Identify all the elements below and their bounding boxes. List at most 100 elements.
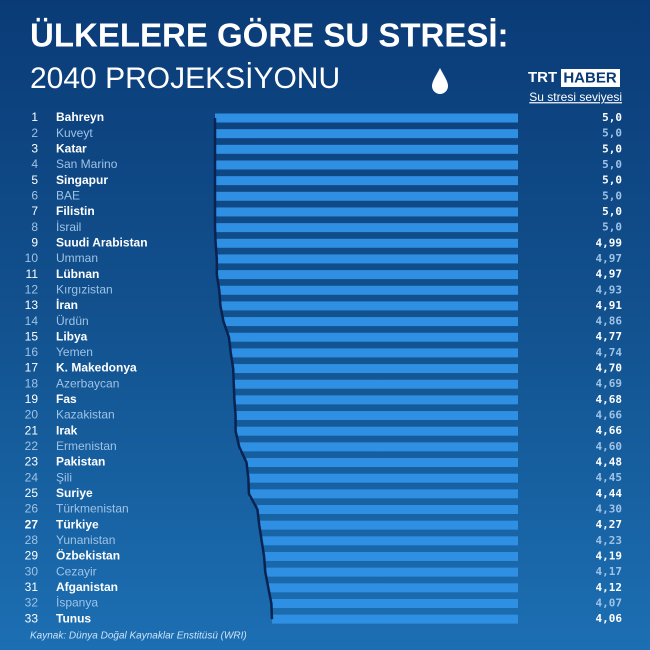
bar: [234, 395, 518, 405]
category-label: Türkiye: [56, 517, 99, 531]
bar: [230, 348, 519, 358]
value-label: 4,44: [596, 487, 623, 500]
category-label: İsrail: [56, 220, 81, 234]
bar: [248, 489, 518, 499]
bar: [246, 458, 518, 468]
category-label: BAE: [56, 188, 80, 202]
category-label: Şili: [56, 470, 72, 484]
bar: [265, 567, 518, 577]
bar: [261, 536, 518, 546]
rank-label: 21: [25, 423, 39, 437]
value-label: 4,27: [596, 518, 623, 531]
bar: [257, 505, 518, 514]
bar: [223, 317, 518, 327]
rank-label: 5: [31, 173, 38, 187]
rank-label: 24: [25, 470, 39, 484]
value-label: 4,74: [596, 346, 623, 359]
category-label: Kuveyt: [56, 126, 93, 140]
value-label: 4,99: [596, 236, 623, 249]
bar: [215, 238, 518, 248]
rank-label: 13: [25, 298, 39, 312]
category-label: Kazakistan: [56, 408, 115, 422]
value-label: 4,07: [596, 596, 623, 609]
value-label: 4,12: [596, 581, 623, 594]
rank-label: 11: [26, 267, 39, 281]
value-label: 4,66: [596, 409, 623, 422]
bar: [271, 614, 518, 624]
rank-label: 18: [25, 376, 39, 390]
rank-label: 28: [25, 533, 39, 547]
rank-label: 33: [25, 611, 39, 625]
rank-label: 16: [25, 345, 39, 359]
value-label: 5,0: [602, 158, 622, 171]
category-label: Ermenistan: [56, 439, 117, 453]
rank-label: 22: [25, 439, 39, 453]
bar: [216, 270, 518, 280]
rank-label: 9: [31, 235, 38, 249]
rank-label: 27: [25, 517, 39, 531]
category-label: Afganistan: [56, 580, 118, 594]
value-label: 4,06: [596, 612, 623, 625]
category-label: Yemen: [56, 345, 93, 359]
category-label: Irak: [56, 423, 78, 437]
value-label: 4,48: [596, 456, 623, 469]
rank-label: 12: [25, 282, 39, 296]
category-label: Türkmenistan: [56, 502, 129, 516]
rank-label: 15: [25, 329, 39, 343]
value-label: 5,0: [602, 221, 622, 234]
category-label: Bahreyn: [56, 110, 104, 124]
category-label: Suriye: [56, 486, 93, 500]
category-label: Suudi Arabistan: [56, 235, 148, 249]
category-label: Tunus: [56, 611, 91, 625]
category-label: Pakistan: [56, 455, 105, 469]
bar: [233, 364, 518, 374]
value-label: 4,97: [596, 252, 623, 265]
rank-label: 10: [25, 251, 39, 265]
category-label: San Marino: [56, 157, 118, 171]
logo-box: [561, 69, 620, 87]
category-label: Azerbaycan: [56, 376, 119, 390]
value-label: 4,60: [596, 440, 623, 453]
value-label: 5,0: [602, 111, 622, 124]
category-label: Lübnan: [56, 267, 99, 281]
source: Kaynak: Dünya Doğal Kaynaklar Enstitüsü …: [30, 631, 247, 642]
bar: [259, 520, 518, 530]
category-label: Cezayir: [56, 564, 97, 578]
value-label: 4,69: [596, 377, 623, 390]
rank-label: 19: [25, 392, 39, 406]
category-label: Umman: [56, 251, 98, 265]
category-label: Filistin: [56, 204, 95, 218]
bar: [215, 207, 518, 217]
value-label: 4,68: [596, 393, 623, 406]
category-label: K. Makedonya: [56, 361, 137, 375]
logo-right: HABER: [563, 69, 617, 86]
bar: [215, 223, 518, 233]
bar: [233, 379, 518, 389]
chart-subtitle: 2040 PROJEKSİYONU: [30, 62, 340, 95]
bar: [215, 113, 518, 123]
value-label: 5,0: [602, 174, 622, 187]
bar: [215, 144, 518, 154]
value-label: 4,93: [596, 283, 623, 296]
value-label: 4,17: [596, 565, 623, 578]
bar: [215, 191, 518, 201]
rank-label: 32: [25, 596, 39, 610]
bar: [215, 160, 518, 170]
category-label: Kırgızistan: [56, 282, 113, 296]
rank-label: 8: [31, 220, 38, 234]
value-label: 4,66: [596, 424, 623, 437]
category-label: Singapur: [56, 173, 108, 187]
value-label: 5,0: [602, 205, 622, 218]
chart-title: ÜLKELERE GÖRE SU STRESİ:: [30, 17, 509, 54]
value-label: 4,97: [596, 268, 623, 281]
drop-icon: [432, 68, 448, 94]
rank-label: 30: [25, 564, 39, 578]
value-label: 4,23: [596, 534, 623, 547]
bar: [235, 411, 518, 421]
bar: [239, 442, 519, 452]
rank-label: 6: [31, 188, 38, 202]
rank-label: 20: [25, 408, 39, 422]
value-label: 4,45: [596, 471, 623, 484]
rank-label: 29: [25, 549, 39, 563]
